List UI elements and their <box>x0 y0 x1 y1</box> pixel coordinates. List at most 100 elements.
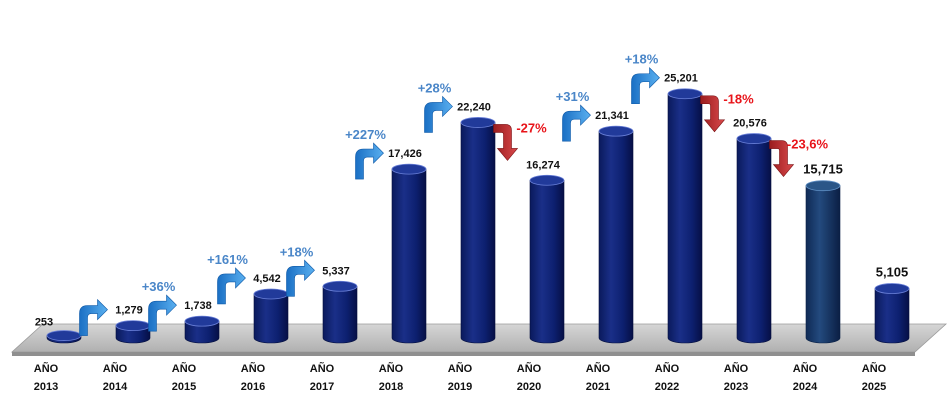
category-label: 2018 <box>379 381 403 393</box>
arrow-down-icon <box>700 95 726 133</box>
change-arrows: +36% +161% +18% +227% +28% -27% +31% +18% -18% -2… <box>79 52 829 336</box>
arrow-up-icon <box>217 267 246 305</box>
arrow-up-icon <box>79 298 108 336</box>
category-label: AÑO <box>517 362 542 375</box>
category-label: AÑO <box>586 362 611 375</box>
arrow-up-icon <box>286 259 315 297</box>
category-label: AÑO <box>655 362 680 375</box>
value-label: 253 <box>35 317 53 329</box>
category-label: AÑO <box>862 362 887 375</box>
bar-body <box>460 122 496 344</box>
bar-body <box>184 320 220 344</box>
bar-body <box>322 285 358 344</box>
category-label: 2016 <box>241 381 265 393</box>
arrow-up-icon <box>424 95 453 133</box>
bar-2016 <box>253 288 289 344</box>
value-label: 20,576 <box>733 118 767 130</box>
bar-top <box>805 180 841 192</box>
bar-top <box>529 174 565 186</box>
change-label: +161% <box>207 252 248 267</box>
bar-2014 <box>115 320 151 344</box>
bar-top <box>874 283 910 294</box>
category-label: 2023 <box>724 381 748 393</box>
change-label: -18% <box>723 92 754 107</box>
bar-top <box>667 88 703 100</box>
bar-2025 <box>874 283 910 344</box>
change-label: +31% <box>556 89 590 104</box>
change-label: -23,6% <box>787 137 829 152</box>
change-label: +28% <box>418 80 452 95</box>
category-label: AÑO <box>310 362 335 375</box>
bar-2017 <box>322 280 358 344</box>
bar-2013 <box>46 330 82 344</box>
bar-top <box>391 163 427 175</box>
category-label: AÑO <box>379 362 404 375</box>
value-label: 4,542 <box>253 273 281 285</box>
bar-top <box>184 315 220 327</box>
bar-body <box>805 185 841 344</box>
bar-body <box>736 138 772 344</box>
category-label: AÑO <box>241 362 266 375</box>
bar-body <box>598 130 634 344</box>
arrow-up-icon <box>631 67 660 105</box>
arrow-down-icon <box>769 140 795 178</box>
value-label: 1,738 <box>184 300 212 312</box>
value-label: 5,105 <box>876 265 909 280</box>
change-label: +227% <box>345 127 386 142</box>
value-label: 22,240 <box>457 101 491 113</box>
category-label: 2021 <box>586 381 610 393</box>
category-label: 2014 <box>103 381 128 393</box>
arrow-up-icon <box>562 104 591 142</box>
value-label: 17,426 <box>388 148 422 160</box>
value-label: 16,274 <box>526 159 561 171</box>
bar-2015 <box>184 315 220 344</box>
change-label: +18% <box>280 244 314 259</box>
category-label: AÑO <box>793 362 818 375</box>
category-label: AÑO <box>172 362 197 375</box>
category-label: 2022 <box>655 381 679 393</box>
bar-body <box>529 179 565 344</box>
change-label: +18% <box>625 52 659 67</box>
category-label: AÑO <box>103 362 128 375</box>
change-label: +36% <box>142 279 176 294</box>
value-label: 25,201 <box>664 73 698 85</box>
category-label: 2015 <box>172 381 196 393</box>
category-label: 2025 <box>862 381 886 393</box>
category-label: 2019 <box>448 381 472 393</box>
category-label: AÑO <box>724 362 749 375</box>
bar-2020 <box>529 174 565 344</box>
arrow-up-icon <box>148 294 177 332</box>
bar-body <box>391 168 427 344</box>
arrow-down-icon <box>493 124 519 161</box>
bar-top <box>115 320 151 332</box>
category-label: 2024 <box>793 381 818 393</box>
arrow-up-icon <box>355 142 384 180</box>
bar-2022 <box>667 88 703 344</box>
bar-2018 <box>391 163 427 344</box>
bar-top <box>46 330 82 341</box>
bar-2024 <box>805 180 841 344</box>
bar-2021 <box>598 125 634 344</box>
value-label: 1,279 <box>115 305 143 317</box>
category-label: 2020 <box>517 381 541 393</box>
bar-top <box>598 125 634 137</box>
category-label: AÑO <box>34 362 59 375</box>
bar-2019 <box>460 117 496 344</box>
bar-body <box>667 93 703 344</box>
value-label: 5,337 <box>322 265 350 277</box>
category-labels: AÑO 2013 AÑO 2014 AÑO 2015 AÑO 2016 AÑO 2017 AÑO 20… <box>34 362 887 393</box>
category-label: 2013 <box>34 381 58 393</box>
bar-top <box>736 133 772 144</box>
category-label: 2017 <box>310 381 334 393</box>
bar-body <box>253 293 289 344</box>
bar-body <box>874 288 910 344</box>
change-label: -27% <box>516 120 547 135</box>
bar-2023 <box>736 133 772 344</box>
bar-top <box>322 280 358 292</box>
bar-top <box>253 288 289 300</box>
value-labels: 253 1,279 1,738 4,542 5,337 17,426 22,240 16,27… <box>35 73 908 329</box>
category-label: AÑO <box>448 362 473 375</box>
bar-top <box>460 117 496 128</box>
value-label: 21,341 <box>595 110 629 122</box>
